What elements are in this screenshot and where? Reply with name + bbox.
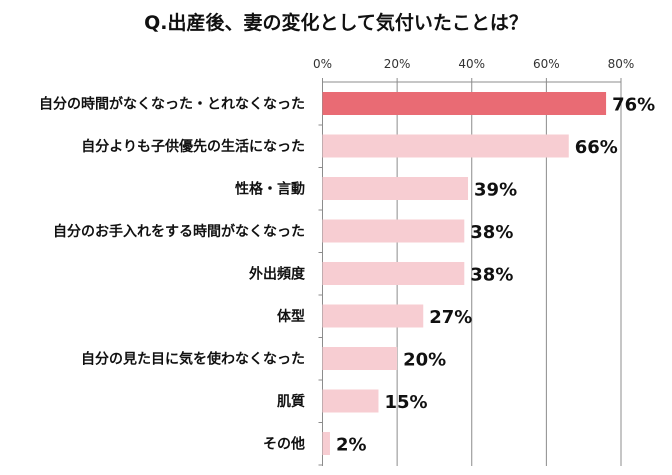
x-tick-label: 20% [384, 57, 411, 71]
data-label: 76% [612, 95, 655, 116]
category-label: 自分の見た目に気を使わなくなった [81, 351, 305, 368]
category-label: 肌質 [277, 393, 305, 410]
bar [322, 177, 469, 200]
bar [322, 432, 330, 455]
category-label: 自分のお手入れをする時間がなくなった [53, 223, 305, 240]
data-label: 2% [336, 435, 367, 456]
category-label: 体型 [277, 308, 305, 325]
bar [322, 304, 424, 328]
chart-title: Q.出産後、妻の変化として気付いたことは？ [144, 12, 528, 34]
bar [322, 92, 607, 115]
data-label: 27% [429, 307, 472, 328]
bar [322, 262, 465, 285]
category-label: 性格・言動 [235, 181, 305, 198]
bar [322, 219, 465, 243]
data-label: 20% [403, 350, 446, 371]
x-tick-label: 0% [313, 57, 332, 71]
bar [322, 389, 379, 413]
data-label: 66% [575, 137, 618, 158]
x-tick-label: 60% [533, 57, 560, 71]
bar [322, 134, 569, 158]
x-tick-label: 80% [608, 57, 635, 71]
x-tick-label: 40% [458, 57, 485, 71]
data-label: 39% [474, 180, 517, 201]
data-label: 38% [470, 265, 513, 286]
category-label: 自分よりも子供優先の生活になった [81, 138, 305, 155]
data-label: 15% [384, 392, 427, 413]
data-label: 38% [470, 222, 513, 243]
bar [322, 347, 398, 370]
category-label: 外出頻度 [249, 266, 306, 283]
category-label: 自分の時間がなくなった・とれなくなった [39, 96, 305, 113]
category-label: その他 [263, 436, 305, 453]
